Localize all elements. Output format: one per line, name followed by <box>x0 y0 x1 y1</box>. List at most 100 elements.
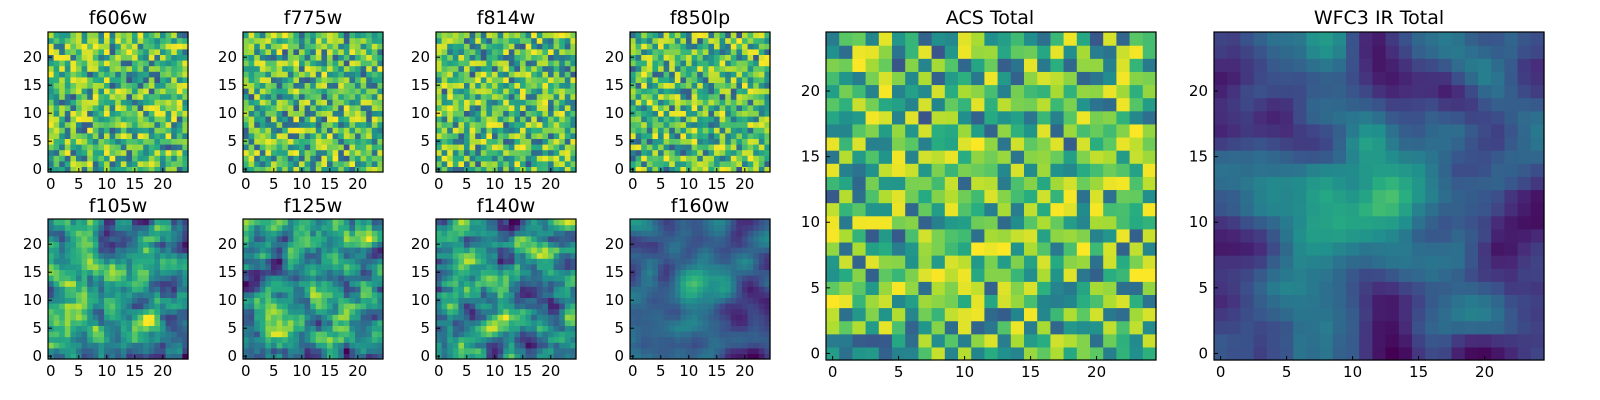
heatmap-cell <box>452 65 459 72</box>
heatmap-cell <box>553 263 560 270</box>
heatmap-cell <box>486 269 493 276</box>
heatmap-cell <box>327 336 334 343</box>
x-tick-label-f105w: 5 <box>74 362 84 380</box>
heatmap-cell <box>248 110 255 117</box>
heatmap-cell <box>753 54 760 61</box>
heatmap-cell <box>542 353 549 360</box>
heatmap-cell <box>243 331 250 338</box>
heatmap-cell <box>98 258 105 265</box>
heatmap-cell <box>725 104 732 111</box>
heatmap-cell <box>360 247 367 254</box>
heatmap-cell <box>503 275 510 282</box>
heatmap-cell <box>669 353 676 360</box>
heatmap-cell <box>349 149 356 156</box>
heatmap-cell <box>525 54 532 61</box>
heatmap-cell <box>143 319 150 326</box>
heatmap-cell <box>276 104 283 111</box>
heatmap-cell <box>508 347 515 354</box>
heatmap-cell <box>531 319 538 326</box>
heatmap-cell <box>265 116 272 123</box>
heatmap-cell <box>646 71 653 78</box>
heatmap-cell <box>377 280 384 287</box>
heatmap-cell <box>564 76 571 83</box>
heatmap-cell <box>243 303 250 310</box>
heatmap-cell <box>652 82 659 89</box>
heatmap-cell <box>658 149 665 156</box>
heatmap-cell <box>259 235 266 242</box>
heatmap-cell <box>564 325 571 332</box>
heatmap-cell <box>115 219 122 226</box>
heatmap-cell <box>663 93 670 100</box>
heatmap-cell <box>531 297 538 304</box>
heatmap-cell <box>293 160 300 167</box>
heatmap-cell <box>559 314 566 321</box>
heatmap-cell <box>492 258 499 265</box>
heatmap-cell <box>691 331 698 338</box>
heatmap-cell <box>126 149 133 156</box>
heatmap-cell <box>70 353 77 360</box>
heatmap-cell <box>182 319 189 326</box>
heatmap-cell <box>630 308 637 315</box>
heatmap-cell <box>154 224 161 231</box>
heatmap-cell <box>458 224 465 231</box>
heatmap-cell <box>702 132 709 139</box>
heatmap-cell <box>115 160 122 167</box>
heatmap-cell <box>287 353 294 360</box>
heatmap-cell <box>137 325 144 332</box>
heatmap-cell <box>542 241 549 248</box>
heatmap-cell <box>327 241 334 248</box>
heatmap-cell <box>120 353 127 360</box>
heatmap-cell <box>282 336 289 343</box>
heatmap-cell <box>469 76 476 83</box>
heatmap-cell <box>87 48 94 55</box>
heatmap-cell <box>475 132 482 139</box>
heatmap-cell <box>553 331 560 338</box>
heatmap-cell <box>630 121 637 128</box>
heatmap-cell <box>343 297 350 304</box>
heatmap-cell <box>321 269 328 276</box>
heatmap-cell <box>719 132 726 139</box>
heatmap-cell <box>293 149 300 156</box>
heatmap-cell <box>304 308 311 315</box>
heatmap-cell <box>154 149 161 156</box>
heatmap-cell <box>276 48 283 55</box>
heatmap-cell <box>137 347 144 354</box>
heatmap-cell <box>64 342 71 349</box>
heatmap-cell <box>98 342 105 349</box>
heatmap-cell <box>81 32 88 39</box>
heatmap-cell <box>447 155 454 162</box>
heatmap-cell <box>520 258 527 265</box>
heatmap-cell <box>360 144 367 151</box>
heatmap-cell <box>514 99 521 106</box>
heatmap-cell <box>282 297 289 304</box>
heatmap-cell <box>548 342 555 349</box>
heatmap-cell <box>658 43 665 50</box>
heatmap-cell <box>64 144 71 151</box>
heatmap-cell <box>293 60 300 67</box>
heatmap-cell <box>719 263 726 270</box>
heatmap-cell <box>553 280 560 287</box>
heatmap-cell <box>570 88 577 95</box>
heatmap-cell <box>669 43 676 50</box>
heatmap-cell <box>243 121 250 128</box>
heatmap-cell <box>165 263 172 270</box>
heatmap-cell <box>53 43 60 50</box>
heatmap-cell <box>293 138 300 145</box>
heatmap-cell <box>548 252 555 259</box>
heatmap-cell <box>165 99 172 106</box>
heatmap-cell <box>115 76 122 83</box>
x-tick-label-f775w: 0 <box>241 175 251 193</box>
heatmap-cell <box>287 104 294 111</box>
heatmap-cell <box>132 76 139 83</box>
heatmap-cell <box>525 230 532 237</box>
heatmap-cell <box>747 314 754 321</box>
heatmap-cell <box>171 93 178 100</box>
heatmap-cell <box>686 99 693 106</box>
heatmap-cell <box>492 303 499 310</box>
heatmap-cell <box>475 116 482 123</box>
heatmap-cell <box>559 71 566 78</box>
heatmap-cell <box>265 275 272 282</box>
heatmap-cell <box>497 43 504 50</box>
heatmap-cell <box>536 93 543 100</box>
heatmap-cell <box>259 347 266 354</box>
